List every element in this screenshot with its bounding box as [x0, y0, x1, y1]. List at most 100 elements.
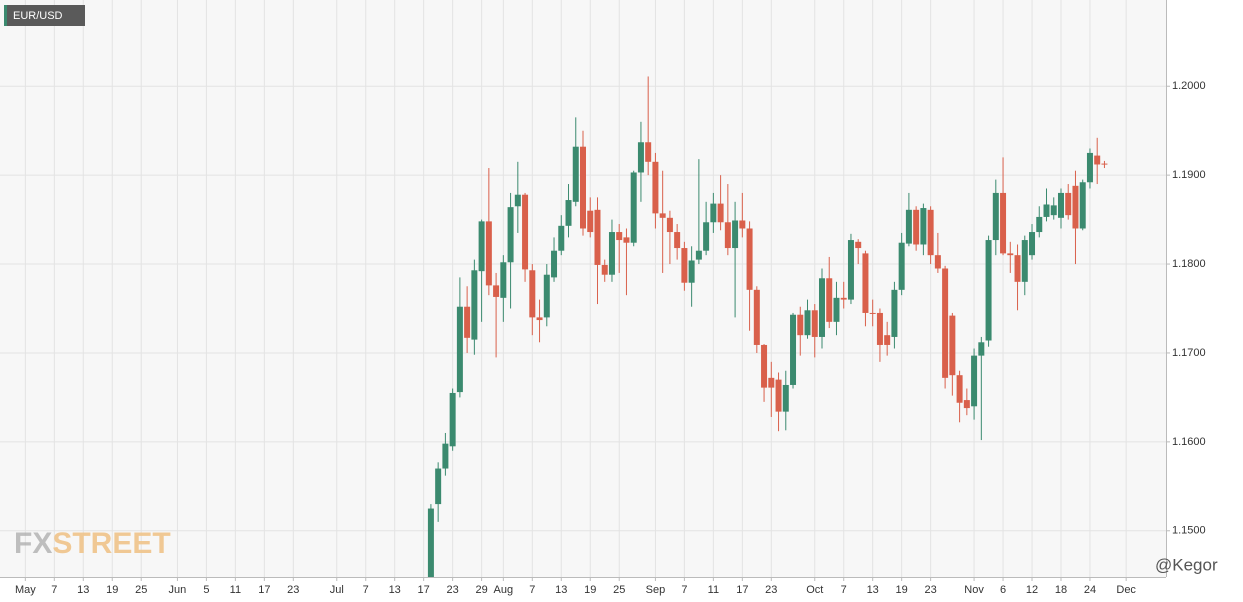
- candle-body: [478, 221, 485, 272]
- candle-body: [601, 264, 608, 275]
- candle-body: [869, 312, 876, 314]
- candle-body: [471, 270, 478, 340]
- candle-body: [1094, 155, 1101, 165]
- candle-body: [876, 312, 883, 345]
- chart-title: EUR/USD: [13, 10, 63, 22]
- candle-body: [529, 270, 536, 318]
- x-tick-label: 29: [475, 584, 487, 596]
- candle-body: [768, 377, 775, 388]
- x-tick-label: 19: [896, 584, 908, 596]
- candle-body: [1000, 192, 1007, 254]
- x-tick-label: 6: [1000, 584, 1006, 596]
- candle-body: [703, 222, 710, 251]
- candle-body: [934, 255, 941, 269]
- candle-body: [753, 289, 760, 345]
- candle-body: [1014, 255, 1021, 282]
- candle-body: [456, 306, 463, 393]
- x-tick-label: May: [15, 584, 36, 596]
- candle-body: [1086, 152, 1093, 183]
- candle-body: [674, 232, 681, 249]
- candle-body: [659, 213, 666, 218]
- candle-body: [485, 221, 492, 286]
- candle-body: [435, 468, 442, 505]
- x-tick-label: 25: [135, 584, 147, 596]
- candle-body: [688, 260, 695, 283]
- x-tick-label: 17: [418, 584, 430, 596]
- candle-body: [985, 240, 992, 341]
- x-tick-label: 23: [287, 584, 299, 596]
- x-tick-label: 12: [1026, 584, 1038, 596]
- candle-body: [637, 142, 644, 173]
- candle-body: [1057, 192, 1064, 218]
- x-tick-label: 7: [681, 584, 687, 596]
- y-tick-label: 1.1900: [1172, 169, 1206, 181]
- candle-body: [427, 508, 434, 577]
- candle-body: [507, 207, 514, 263]
- candle-body: [782, 384, 789, 412]
- candle-body: [608, 232, 615, 275]
- plot-background: [0, 0, 1166, 577]
- x-tick-label: 13: [389, 584, 401, 596]
- candle-body: [978, 342, 985, 356]
- x-tick-label: 23: [925, 584, 937, 596]
- candle-body: [587, 210, 594, 233]
- x-tick-label: Jul: [330, 584, 344, 596]
- candle-body: [1043, 204, 1050, 217]
- x-tick-label: 19: [106, 584, 118, 596]
- candle-body: [942, 268, 949, 378]
- candle-body: [652, 161, 659, 214]
- candle-body: [746, 228, 753, 290]
- candle-body: [666, 217, 673, 233]
- x-tick-label: 19: [584, 584, 596, 596]
- x-tick-label: 24: [1084, 584, 1096, 596]
- candle-body: [971, 355, 978, 407]
- candle-body: [645, 142, 652, 162]
- x-tick-label: 11: [230, 584, 241, 596]
- candle-body: [732, 220, 739, 249]
- x-tick-label: Aug: [494, 584, 514, 596]
- x-tick-label: 13: [77, 584, 89, 596]
- candle-body: [1072, 185, 1079, 229]
- x-tick-label: 11: [708, 584, 719, 596]
- candle-body: [493, 285, 500, 297]
- candle-body: [1007, 253, 1014, 256]
- credit: @Kegor: [1155, 555, 1218, 574]
- candle-body: [717, 203, 724, 223]
- candle-body: [790, 314, 797, 385]
- candle-body: [1050, 205, 1057, 216]
- candle-body: [913, 209, 920, 245]
- candle-body: [449, 392, 456, 447]
- y-tick-label: 1.1600: [1172, 436, 1206, 448]
- candle-body: [681, 248, 688, 283]
- candle-body: [1029, 232, 1036, 256]
- x-tick-label: 7: [529, 584, 535, 596]
- x-tick-label: 5: [203, 584, 209, 596]
- candle-body: [536, 317, 543, 321]
- x-tick-label: 25: [613, 584, 625, 596]
- candle-body: [804, 310, 811, 336]
- candle-body: [580, 146, 586, 229]
- candle-body: [898, 242, 905, 290]
- candle-body: [594, 209, 601, 265]
- candle-body: [710, 203, 717, 223]
- candle-body: [797, 314, 804, 336]
- candle-body: [739, 220, 746, 229]
- x-tick-label: Dec: [1116, 584, 1136, 596]
- y-tick-label: 1.1500: [1172, 525, 1206, 537]
- candle-body: [695, 250, 702, 260]
- candle-body: [992, 192, 999, 241]
- candle-body: [623, 237, 630, 243]
- candle-body: [818, 278, 825, 337]
- x-tick-label: Sep: [646, 584, 666, 596]
- candle-body: [956, 375, 963, 403]
- candle-body: [884, 335, 891, 345]
- x-tick-label: 23: [765, 584, 777, 596]
- candle-body: [1101, 163, 1108, 165]
- candle-body: [565, 200, 572, 226]
- y-tick-label: 1.1800: [1172, 258, 1206, 270]
- candle-body: [724, 222, 731, 249]
- x-tick-label: 23: [447, 584, 459, 596]
- candle-body: [572, 146, 579, 202]
